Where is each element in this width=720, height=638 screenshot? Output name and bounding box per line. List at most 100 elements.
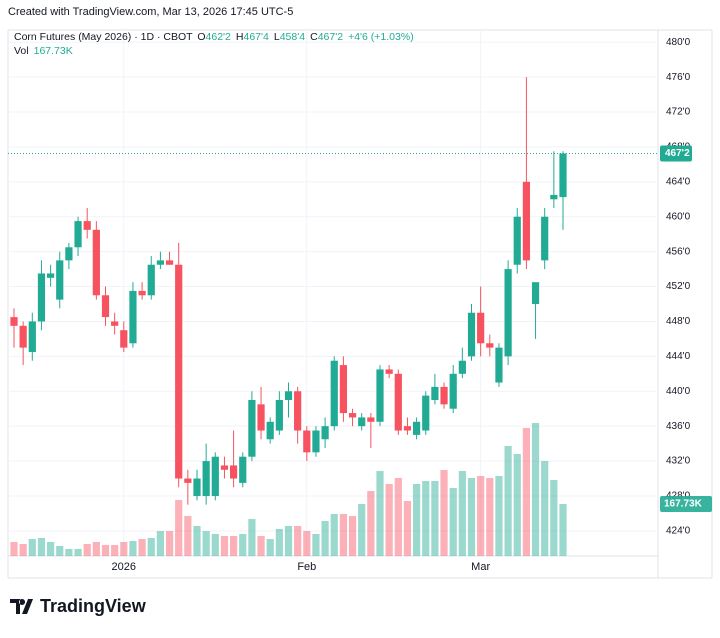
x-tick-label: Feb [297, 561, 316, 573]
volume-bar [28, 539, 36, 556]
candle-body [495, 347, 503, 383]
volume-bar [348, 516, 357, 556]
candle-body [486, 343, 494, 348]
candle-body [431, 386, 439, 400]
candle-body [422, 395, 430, 431]
volume-bar [211, 533, 219, 556]
candle-body [28, 321, 36, 352]
volume-bar [422, 481, 430, 556]
candle-body [394, 373, 402, 431]
candle-body [504, 269, 512, 357]
volume-bar [367, 490, 375, 556]
volume-bar [74, 548, 82, 556]
ohlc-value: 467'2 [318, 31, 344, 43]
ohlc-value: 458'4 [280, 31, 306, 43]
volume-bar [156, 531, 164, 556]
legend-title: Corn Futures (May 2026) · 1D · CBOT [14, 31, 193, 43]
volume-bar [477, 475, 485, 556]
ohlc-label: O [197, 31, 205, 43]
volume-bar [522, 427, 530, 556]
volume-bar [339, 513, 347, 556]
candle-body [129, 290, 137, 344]
candles [10, 77, 567, 505]
candle-body [367, 417, 375, 422]
candle-body [165, 260, 174, 265]
candle-body [477, 312, 485, 344]
candle-body [559, 153, 567, 198]
volume-bar [275, 528, 283, 556]
candle-body [358, 417, 366, 427]
volume-bar [330, 513, 338, 556]
volume-bar [303, 531, 311, 556]
volume-bar [284, 525, 293, 556]
candle-body [211, 456, 219, 496]
volume-bar [165, 531, 174, 556]
volume-bar [550, 479, 558, 556]
candle-body [19, 325, 27, 348]
candle-body [138, 290, 146, 296]
y-tick-label: 424'0 [666, 526, 691, 537]
volume-bar [431, 481, 439, 556]
candle-body [248, 399, 256, 457]
volume-bar [83, 544, 91, 556]
y-tick-label: 456'0 [666, 246, 691, 257]
volume-bar [541, 460, 549, 556]
volume-bar [220, 536, 229, 556]
x-tick-label: 2026 [112, 561, 136, 573]
volume-bar [376, 470, 384, 556]
change: +4'6 (+1.03%) [348, 31, 414, 43]
ohlc-label: C [310, 31, 318, 43]
y-tick-label: 432'0 [666, 456, 691, 467]
candle-body [339, 365, 347, 414]
volume-bar [495, 475, 503, 556]
volume-bar [230, 536, 238, 556]
volume-badge [660, 495, 712, 512]
volume-bar [184, 516, 192, 556]
y-tick-label: 440'0 [666, 386, 691, 397]
candle-body [376, 369, 384, 422]
candle-body [120, 330, 128, 348]
volume-bar [486, 477, 494, 556]
y-tick-label: 460'0 [666, 211, 691, 222]
volume-bar [120, 541, 128, 556]
candle-body [74, 221, 82, 248]
candle-body [202, 461, 210, 496]
vol-legend: Vol 167.73K [14, 45, 73, 57]
candle-body [101, 295, 110, 318]
vol-value: 167.73K [34, 45, 73, 57]
x-tick-label: Mar [471, 561, 490, 573]
ohlc-label: L [274, 31, 280, 43]
candle-body [56, 260, 64, 300]
volume-bar [193, 525, 201, 556]
candle-body [175, 264, 183, 479]
volume-bar [403, 501, 412, 556]
candle-body [47, 273, 55, 278]
y-tick-label: 480'0 [666, 37, 691, 48]
volume-bar [101, 544, 110, 556]
candle-body [230, 465, 238, 479]
volume-bar [147, 537, 155, 556]
last-price-badge [660, 145, 692, 162]
y-tick-label: 472'0 [666, 107, 691, 118]
candle-body [257, 404, 265, 431]
volume-bar [111, 544, 119, 556]
candle-body [65, 247, 73, 261]
candle-body [156, 260, 164, 265]
logo-text: TradingView [40, 596, 147, 616]
volume-pane [10, 423, 567, 556]
volume-bar [10, 541, 18, 556]
logo-icon [10, 599, 33, 614]
volume-bar [19, 544, 27, 556]
candle-body [294, 391, 302, 431]
candle-body [440, 386, 448, 405]
candle-body [413, 421, 421, 435]
volume-bar [321, 520, 329, 556]
candle-body [10, 317, 18, 326]
volume-bar [358, 504, 366, 556]
vol-label: Vol [14, 45, 29, 57]
ohlc-value: 462'2 [206, 31, 232, 43]
candle-body [92, 229, 100, 296]
axes: 424'0428'0432'0436'0440'0444'0448'0452'0… [8, 37, 712, 573]
ohlc-label: H [236, 31, 244, 43]
